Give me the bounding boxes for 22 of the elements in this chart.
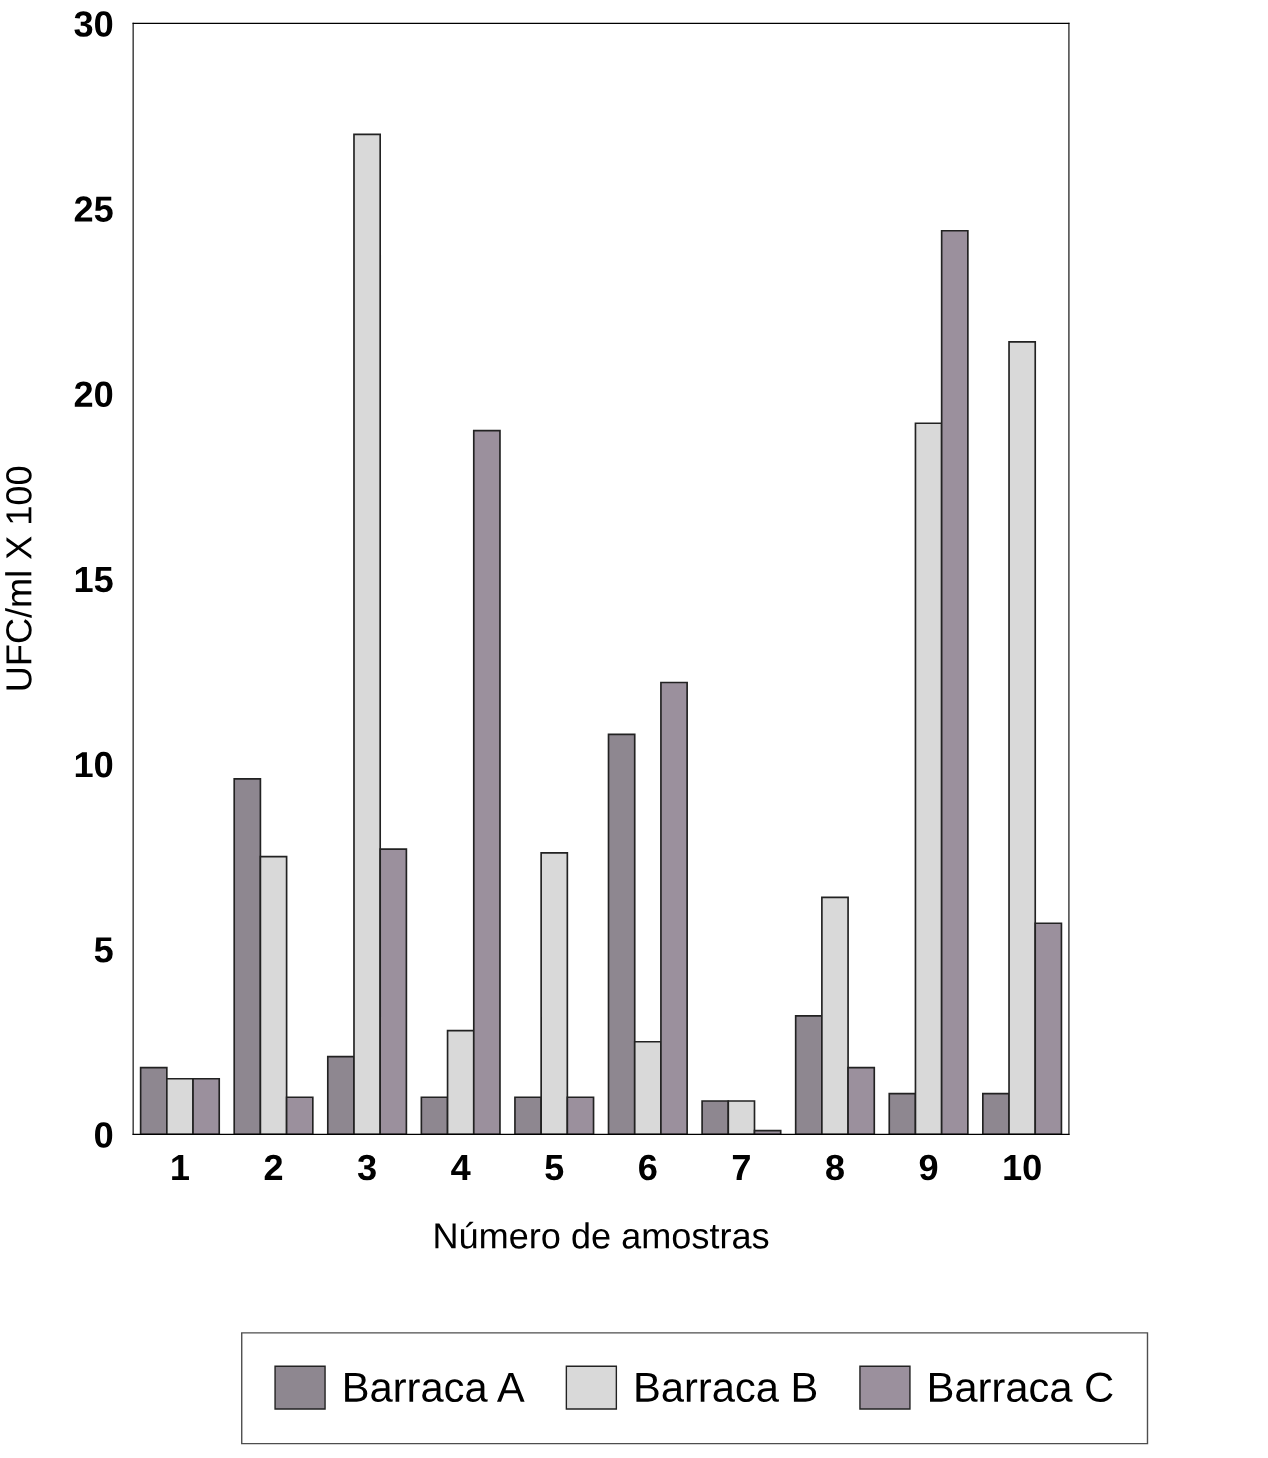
x-tick-label: 2 — [264, 1154, 283, 1180]
x-tick-label: 8 — [826, 1154, 844, 1181]
x-tick-label: 10 — [1004, 1154, 1041, 1181]
x-tick-label: 1 — [172, 1155, 189, 1180]
x-tick-label: 7 — [732, 1155, 750, 1180]
y-tick-label: 10 — [75, 751, 113, 778]
y-tick-label: 0 — [95, 1122, 113, 1148]
y-tick-label: 15 — [75, 567, 113, 593]
y-tick-label: 25 — [74, 196, 113, 222]
x-tick-label: 3 — [357, 1154, 376, 1181]
y-tick-label: 5 — [94, 937, 113, 963]
x-tick-label: 6 — [639, 1154, 657, 1181]
legend-label: Barraca A — [345, 1373, 525, 1403]
x-tick-label: 9 — [919, 1154, 938, 1181]
legend-label: Barraca C — [930, 1372, 1113, 1403]
x-tick-label: 4 — [451, 1155, 471, 1180]
y-axis-title: UFC/ml X 100 — [5, 466, 32, 690]
y-tick-label: 20 — [74, 381, 113, 408]
y-tick-label: 30 — [74, 11, 113, 37]
legend-label: Barraca B — [636, 1373, 817, 1403]
x-axis-title: Número de amostras — [435, 1221, 769, 1249]
x-tick-label: 5 — [545, 1155, 564, 1181]
